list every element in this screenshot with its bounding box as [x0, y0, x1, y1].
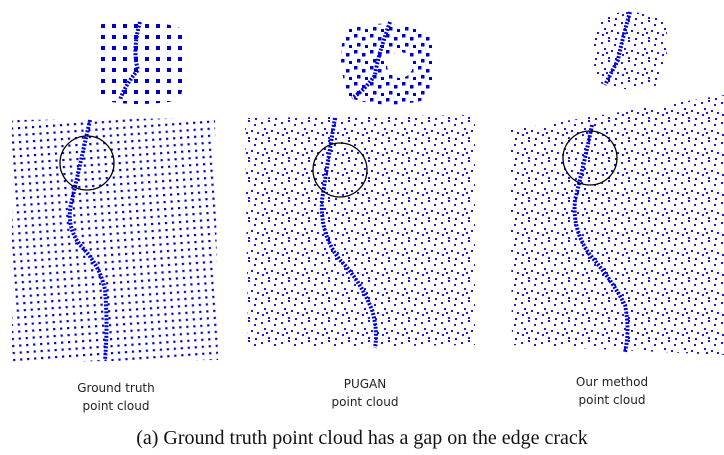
panel-ground-truth: Ground truth point cloud [12, 21, 218, 413]
panel-label: PUGAN [344, 377, 387, 391]
caption: (a) Ground truth point cloud has a gap o… [136, 427, 588, 449]
point-cloud [510, 95, 724, 355]
panel-label: point cloud [332, 395, 399, 409]
point-cloud [245, 115, 475, 348]
panel-ours: Our method point cloud [510, 12, 724, 407]
figure: Ground truth point cloud PUGAN point clo… [0, 0, 724, 455]
point-cloud [12, 118, 218, 362]
panel-label: point cloud [579, 393, 646, 407]
zoom-patch [95, 21, 185, 104]
panel-pugan: PUGAN point cloud [245, 22, 475, 409]
zoom-patch [593, 12, 667, 89]
panel-label: Our method [576, 375, 648, 389]
zoom-gap [387, 52, 413, 78]
panel-label: Ground truth [77, 381, 155, 395]
panel-label: point cloud [83, 399, 150, 413]
